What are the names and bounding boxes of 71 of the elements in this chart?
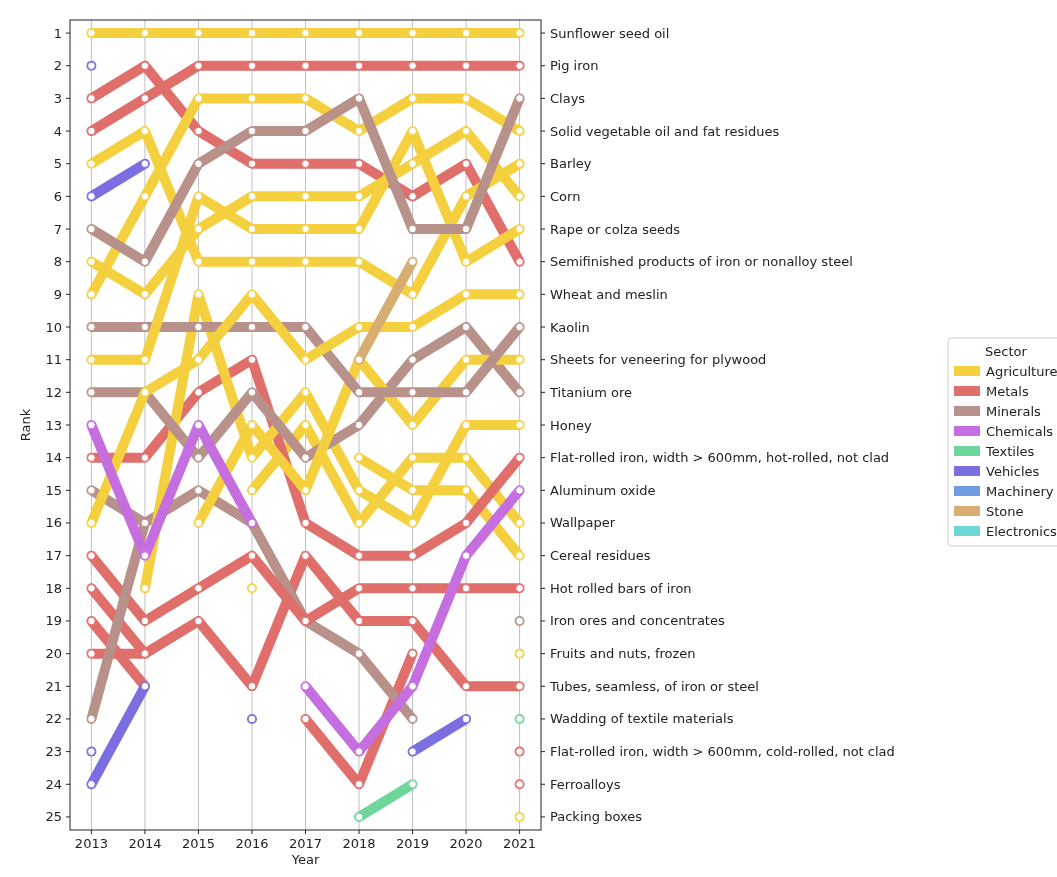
x-tick-label: 2015 (181, 836, 215, 851)
y-axis-title: Rank (18, 408, 33, 442)
y-tick-label: 20 (45, 646, 62, 662)
x-tick-label: 2018 (342, 836, 376, 851)
y-tick-label: 17 (45, 548, 62, 564)
text: Sunflower seed oil (550, 25, 670, 41)
legend-title: Sector (985, 344, 1028, 359)
text: Barley (550, 156, 592, 172)
y-tick-label: 1 (53, 25, 62, 41)
x-tick-label: 2021 (503, 836, 537, 851)
legend-label: Textiles (985, 444, 1035, 459)
text: Packing boxes (550, 809, 643, 825)
y-tick-label: 23 (45, 744, 62, 760)
y-tick-label: 15 (45, 482, 62, 498)
y-tick-label: 10 (45, 319, 62, 335)
x-tick-label: 2013 (74, 836, 108, 851)
text: Titanium ore (549, 384, 633, 400)
y-tick-label: 8 (53, 254, 62, 270)
y-tick-label: 7 (53, 221, 62, 237)
text: Ferroalloys (550, 776, 621, 792)
legend-label: Stone (986, 504, 1024, 519)
text: Semifinished products of iron or nonalloy steel (550, 254, 853, 270)
legend-label: Minerals (986, 404, 1041, 419)
y-tick-label: 11 (45, 352, 62, 368)
text: Kaolin (550, 319, 590, 335)
text: Wheat and meslin (550, 286, 668, 302)
text: Clays (550, 90, 586, 106)
text: Pig iron (550, 58, 599, 74)
text: Cereal residues (550, 548, 651, 564)
y-tick-label: 2 (53, 58, 62, 74)
text: Sheets for veneering for plywood (550, 352, 767, 368)
text: Flat-rolled iron, width > 600mm, hot-rolled, not clad (550, 450, 890, 466)
x-tick-label: 2014 (128, 836, 162, 851)
text: Fruits and nuts, frozen (550, 646, 696, 662)
legend-label: Agriculture (986, 364, 1057, 379)
y-tick-label: 19 (45, 613, 62, 629)
y-tick-label: 13 (45, 417, 62, 433)
legend-label: Machinery (986, 484, 1054, 499)
legend-label: Vehicles (986, 464, 1040, 479)
y-tick-label: 9 (53, 286, 62, 302)
y-tick-label: 18 (45, 580, 62, 596)
y-tick-label: 16 (45, 515, 62, 531)
legend-label: Chemicals (986, 424, 1054, 439)
text: Wallpaper (550, 515, 616, 531)
y-tick-label: 24 (45, 776, 62, 792)
x-tick-label: 2016 (235, 836, 269, 851)
y-tick-label: 12 (45, 384, 62, 400)
text: Solid vegetable oil and fat residues (550, 123, 780, 139)
text: Aluminum oxide (550, 482, 656, 498)
y-tick-label: 14 (45, 450, 62, 466)
legend-label: Electronics (986, 524, 1057, 539)
text: Tubes, seamless, of iron or steel (549, 678, 759, 694)
x-tick-label: 2017 (288, 836, 323, 851)
y-tick-label: 4 (53, 123, 62, 139)
x-tick-label: 2020 (449, 836, 483, 851)
legend-label: Metals (986, 384, 1029, 399)
x-axis-title: Year (290, 852, 320, 867)
y-tick-label: 3 (53, 90, 62, 106)
y-tick-label: 22 (45, 711, 62, 727)
y-tick-label: 6 (53, 188, 62, 204)
text: Corn (550, 188, 581, 204)
text: Honey (550, 417, 592, 433)
text: Rape or colza seeds (550, 221, 681, 237)
text: Wadding of textile materials (550, 711, 734, 727)
text: Iron ores and concentrates (550, 613, 725, 629)
y-tick-label: 5 (53, 156, 62, 172)
x-tick-label: 2019 (396, 836, 430, 851)
y-tick-label: 21 (45, 678, 62, 694)
text: Hot rolled bars of iron (550, 580, 692, 596)
y-tick-label: 25 (45, 809, 62, 825)
text: Flat-rolled iron, width > 600mm, cold-rolled, not clad (550, 744, 895, 760)
